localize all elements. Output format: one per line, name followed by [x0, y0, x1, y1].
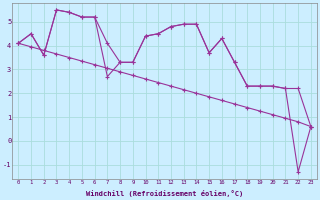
- X-axis label: Windchill (Refroidissement éolien,°C): Windchill (Refroidissement éolien,°C): [86, 190, 243, 197]
